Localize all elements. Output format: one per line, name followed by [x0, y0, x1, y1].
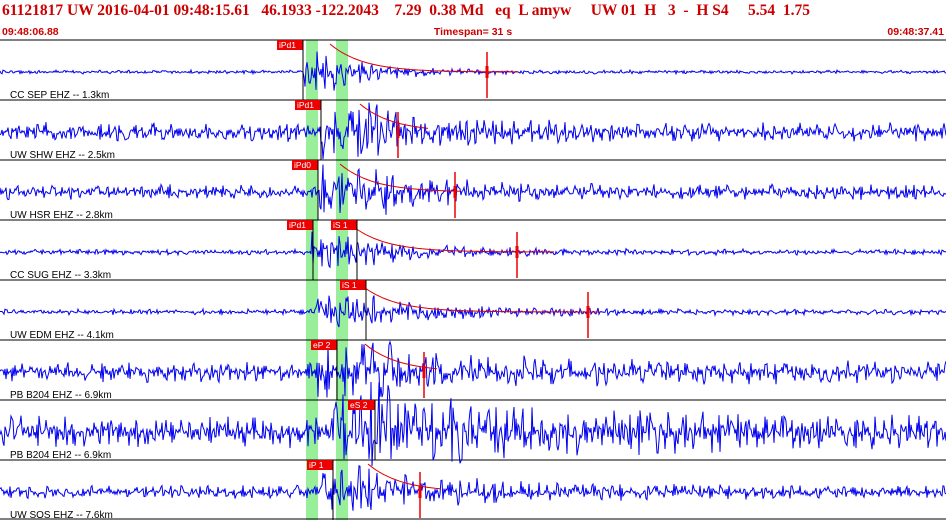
- waveform-trace: [0, 295, 946, 328]
- station-label: UW SOS EHZ -- 7.6km: [10, 510, 113, 520]
- pick-flag[interactable]: [277, 40, 303, 50]
- coda-end-block: [422, 366, 426, 378]
- station-label: CC SUG EHZ -- 3.3km: [10, 270, 111, 281]
- station-label: PB B204 EH2 -- 6.9km: [10, 450, 111, 461]
- station-label: PB B204 EHZ -- 6.9km: [10, 390, 112, 401]
- pick-flag[interactable]: [340, 280, 366, 290]
- pick-label: iPd1: [279, 40, 296, 50]
- coda-end-block: [586, 306, 590, 318]
- pick-flag[interactable]: [287, 220, 313, 230]
- coda-end-block: [453, 186, 457, 198]
- station-label: UW SHW EHZ -- 2.5km: [10, 150, 115, 161]
- phase-pick[interactable]: iPd0: [292, 160, 319, 220]
- coda-curve: [359, 283, 600, 313]
- coda-end-block: [396, 126, 400, 138]
- coda-curves: [329, 43, 600, 518]
- pick-flag[interactable]: [307, 460, 333, 470]
- waveform-trace: [0, 465, 946, 511]
- pick-label: eP 2: [313, 340, 331, 350]
- coda-end-block: [485, 66, 489, 78]
- pick-label: iS 1: [333, 220, 348, 230]
- pick-label: iS 1: [342, 280, 357, 290]
- phase-picks[interactable]: iPd1 iPd1 iPd0 iPd1 iS 1 iS 1 eP 2 eS 2 iP 1: [277, 40, 376, 520]
- phase-pick[interactable]: iS 1: [340, 280, 367, 340]
- timespan-label: Timespan= 31 s: [433, 26, 513, 38]
- pick-flag[interactable]: [348, 400, 375, 410]
- pick-label: iPd0: [294, 160, 311, 170]
- start-time: 09:48:06.88: [2, 26, 59, 38]
- phase-pick[interactable]: eP 2: [311, 340, 338, 400]
- waveform-trace: [0, 340, 946, 398]
- phase-pick[interactable]: iPd1: [295, 100, 322, 160]
- coda-curve: [349, 223, 554, 253]
- coda-curve: [367, 463, 441, 490]
- end-time: 09:48:37.41: [887, 26, 944, 38]
- station-label: UW EDM EHZ -- 4.1km: [10, 330, 114, 341]
- phase-pick[interactable]: iPd1: [277, 40, 304, 100]
- trace-separators: [0, 39, 946, 520]
- pick-label: iPd1: [289, 220, 306, 230]
- coda-curve: [359, 103, 429, 129]
- pick-label: iPd1: [297, 100, 314, 110]
- coda-end-block: [418, 486, 422, 498]
- station-label: CC SEP EHZ -- 1.3km: [10, 90, 109, 101]
- station-labels: CC SEP EHZ -- 1.3km UW SHW EHZ -- 2.5km UW…: [10, 90, 115, 520]
- pick-label: iP 1: [309, 460, 324, 470]
- station-label: UW HSR EHZ -- 2.8km: [10, 210, 113, 221]
- waveform-trace: [0, 231, 946, 269]
- pick-flag[interactable]: [311, 340, 337, 350]
- waveform-trace: [0, 381, 946, 467]
- event-summary-line: 61121817 UW 2016-04-01 09:48:15.61 46.19…: [2, 2, 811, 19]
- event-header: 61121817 UW 2016-04-01 09:48:15.61 46.19…: [0, 0, 946, 38]
- phase-pick[interactable]: iS 1: [331, 220, 358, 280]
- phase-pick[interactable]: eS 2: [348, 400, 376, 460]
- pick-flag[interactable]: [295, 100, 321, 110]
- coda-end-block: [515, 246, 519, 258]
- waveform-trace: [0, 164, 946, 215]
- phase-pick[interactable]: iPd1: [287, 220, 314, 280]
- waveforms: [0, 51, 946, 511]
- phase-pick[interactable]: iP 1: [307, 460, 334, 520]
- coda-curve: [339, 163, 461, 192]
- pick-flag[interactable]: [292, 160, 318, 170]
- waveform-trace: [0, 102, 946, 160]
- pick-label: eS 2: [350, 400, 368, 410]
- pick-flag[interactable]: [331, 220, 357, 230]
